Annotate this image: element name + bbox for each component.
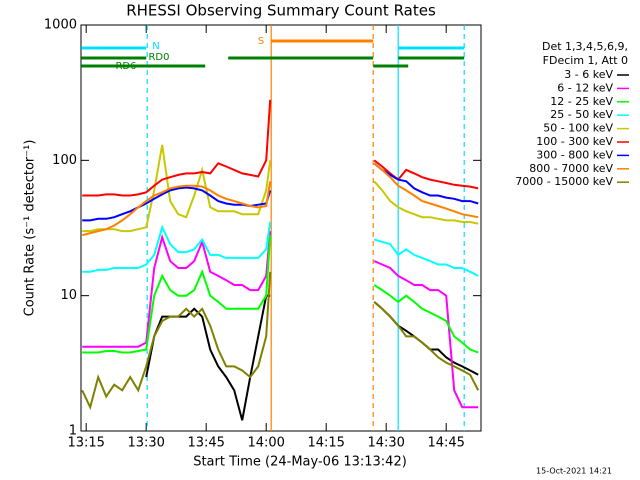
legend-label: 7000 - 15000 keV: [515, 175, 613, 188]
legend-label: 12 - 25 keV: [550, 95, 613, 108]
flag-label: RD6: [115, 61, 136, 72]
flag-label: RD0: [148, 52, 169, 63]
legend-label: 25 - 50 keV: [550, 108, 613, 121]
x-tick-label: 13:45: [187, 436, 224, 451]
x-tick-label: 14:15: [307, 436, 344, 451]
legend-header: Det 1,3,4,5,6,9,: [542, 40, 628, 53]
series-line: [81, 162, 479, 237]
series-line: [82, 221, 479, 277]
x-tick-label: 14:30: [367, 436, 404, 451]
footer: 15-Oct-2021 14:21: [536, 467, 612, 476]
y-tick-label: 10: [60, 288, 77, 303]
legend-header: FDecim 1, Att 0: [543, 54, 628, 67]
x-tick-label: 13:30: [127, 436, 164, 451]
x-tick-label: 14:00: [247, 436, 284, 451]
legend-label: 100 - 300 keV: [536, 135, 613, 148]
series-line: [82, 235, 479, 354]
series-line: [82, 99, 479, 197]
legend-label: 6 - 12 keV: [557, 81, 613, 94]
y-tick-label: 1000: [44, 18, 77, 33]
series-line: [81, 271, 480, 411]
x-axis-label: Start Time (24-May-06 13:13:42): [193, 455, 407, 470]
legend-label: 50 - 100 keV: [543, 122, 613, 135]
legend-label: 300 - 800 keV: [536, 148, 613, 161]
plot-area: [81, 25, 480, 431]
y-axis-label: Count Rate (s⁻¹ detector⁻¹): [23, 140, 38, 317]
chart-title: RHESSI Observing Summary Count Rates: [126, 2, 436, 20]
x-tick-label: 13:15: [67, 436, 104, 451]
series-line: [82, 144, 479, 233]
y-tick-label: 1: [69, 424, 77, 439]
plot-frame: [80, 24, 482, 432]
flag-label: S: [258, 36, 264, 47]
legend-label: 3 - 6 keV: [564, 68, 613, 81]
flag-label: N: [152, 41, 159, 52]
x-tick-label: 14:45: [427, 436, 464, 451]
y-tick-label: 100: [52, 153, 77, 168]
series-line: [82, 162, 479, 222]
series-line: [82, 231, 479, 409]
legend-label: 800 - 7000 keV: [529, 162, 613, 175]
